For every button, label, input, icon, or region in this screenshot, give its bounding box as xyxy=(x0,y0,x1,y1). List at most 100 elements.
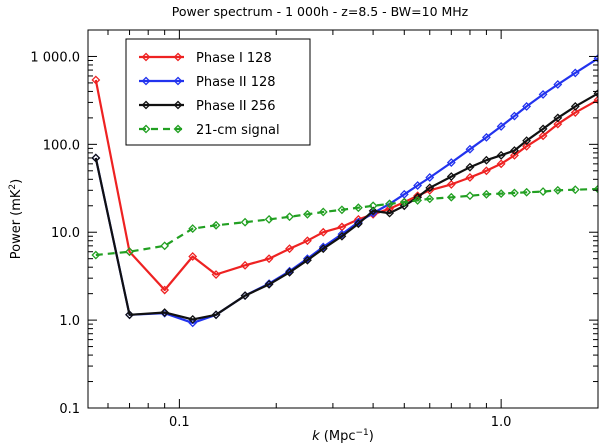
legend-swatch-marker xyxy=(141,100,151,110)
data-point-marker xyxy=(465,191,475,201)
legend-label: 21-cm signal xyxy=(196,123,280,138)
data-point-marker xyxy=(481,132,491,142)
data-point-marker xyxy=(188,224,198,234)
data-point-marker xyxy=(481,166,491,176)
data-point-marker xyxy=(570,108,580,117)
data-point-marker xyxy=(160,285,170,295)
data-point-marker xyxy=(368,206,378,216)
legend-item: Phase I 128 xyxy=(139,51,272,66)
data-point-marker xyxy=(510,150,519,160)
legend-item: 21-cm signal xyxy=(139,123,280,138)
data-point-marker xyxy=(385,199,394,209)
data-point-marker xyxy=(593,88,598,98)
data-point-marker xyxy=(318,244,328,254)
data-point-marker xyxy=(240,260,250,270)
data-point-marker xyxy=(368,201,378,211)
data-point-marker xyxy=(481,155,491,165)
data-point-marker xyxy=(465,162,475,172)
y-tick-label: 1 000.0 xyxy=(30,50,80,65)
data-point-marker xyxy=(285,267,294,277)
data-point-marker xyxy=(160,241,170,251)
data-point-marker xyxy=(188,252,198,261)
data-point-marker xyxy=(496,189,506,199)
legend-swatch-marker xyxy=(173,76,183,86)
data-point-marker xyxy=(211,310,221,320)
legend-label: Phase I 128 xyxy=(196,51,272,66)
legend-item: Phase II 256 xyxy=(139,99,276,114)
data-point-marker xyxy=(446,172,456,181)
data-point-marker xyxy=(91,153,101,163)
legend-swatch-marker xyxy=(173,124,183,134)
legend-label: Phase II 256 xyxy=(196,99,276,114)
data-point-marker xyxy=(593,184,598,194)
data-point-marker xyxy=(446,192,456,202)
y-tick-label: 100.0 xyxy=(43,138,80,153)
legend: Phase I 128 Phase II 128 Phase II 256 21-cm… xyxy=(125,38,311,146)
data-point-marker xyxy=(522,136,532,146)
legend-swatch-marker xyxy=(173,100,183,110)
data-point-marker xyxy=(413,196,423,205)
data-point-marker xyxy=(510,111,519,121)
data-point-marker xyxy=(211,270,221,279)
data-point-marker xyxy=(125,310,134,320)
data-point-marker xyxy=(303,209,312,219)
data-point-marker xyxy=(285,244,294,254)
data-point-marker xyxy=(465,173,475,182)
series-line xyxy=(95,187,598,257)
data-point-marker xyxy=(570,68,580,78)
data-point-marker xyxy=(570,102,580,111)
plot-frame xyxy=(87,29,599,409)
data-point-marker xyxy=(522,102,532,111)
data-point-marker xyxy=(399,197,409,207)
series-line xyxy=(94,92,598,321)
data-point-marker xyxy=(570,185,580,195)
data-point-marker xyxy=(593,95,598,105)
data-point-marker xyxy=(264,254,274,264)
data-point-marker xyxy=(91,250,101,260)
data-point-marker xyxy=(538,124,548,134)
data-point-marker xyxy=(593,53,598,63)
data-point-marker xyxy=(538,89,548,99)
data-point-marker xyxy=(318,242,328,252)
data-point-marker xyxy=(188,314,198,324)
chart-title: Power spectrum - 1 000h - z=8.5 - BW=10 … xyxy=(172,4,469,19)
data-point-marker xyxy=(240,291,250,301)
data-point-marker xyxy=(337,205,347,215)
x-axis-title: k (Mpc−1) xyxy=(312,428,374,444)
data-point-marker xyxy=(510,188,519,198)
data-point-marker xyxy=(211,220,221,230)
y-tick-label: 10.0 xyxy=(51,226,80,241)
data-point-marker xyxy=(91,75,101,85)
data-point-marker xyxy=(240,217,250,227)
x-tick-label: 0.1 xyxy=(169,415,190,430)
data-point-marker xyxy=(553,119,563,129)
legend-item: Phase II 128 xyxy=(139,75,276,90)
data-point-marker xyxy=(425,183,435,193)
data-point-marker xyxy=(522,187,532,197)
data-point-marker xyxy=(496,150,506,160)
data-point-marker xyxy=(264,279,274,289)
data-point-marker xyxy=(385,208,394,218)
data-point-marker xyxy=(446,158,456,168)
series-21-cm-signal xyxy=(91,184,598,260)
legend-label: Phase II 128 xyxy=(196,75,276,90)
data-point-marker xyxy=(446,179,456,189)
series-layer xyxy=(91,53,598,328)
data-point-marker xyxy=(285,212,294,222)
y-tick-label: 1.0 xyxy=(59,314,80,329)
data-point-marker xyxy=(496,159,506,169)
data-point-marker xyxy=(303,255,312,265)
legend-swatch-marker xyxy=(141,52,151,62)
data-point-marker xyxy=(160,308,170,317)
legend-swatch-marker xyxy=(141,76,151,86)
data-point-marker xyxy=(318,207,328,217)
data-point-marker xyxy=(522,141,532,151)
data-point-marker xyxy=(553,80,563,89)
data-point-marker xyxy=(188,318,198,328)
x-tick-label: 1.0 xyxy=(491,415,512,430)
data-point-marker xyxy=(125,247,134,257)
data-point-marker xyxy=(264,214,274,224)
data-point-marker xyxy=(353,203,363,213)
data-point-marker xyxy=(553,113,563,123)
